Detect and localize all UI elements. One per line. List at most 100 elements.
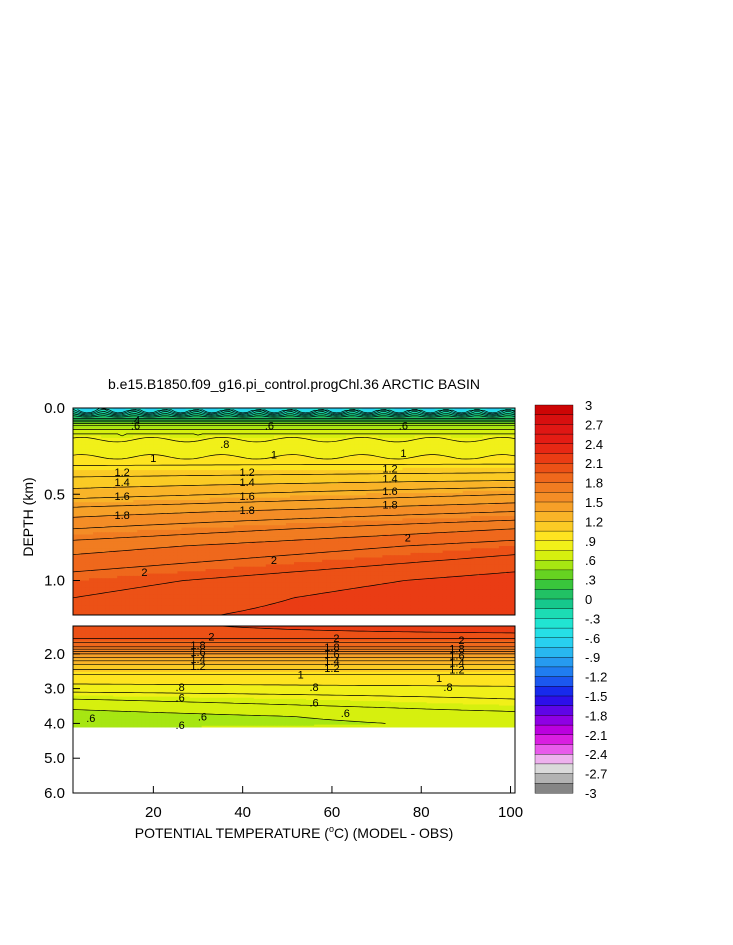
- heatmap-cell: [434, 483, 440, 487]
- heatmap-cell: [165, 419, 171, 423]
- heatmap-cell: [77, 477, 82, 480]
- heatmap-cell: [470, 410, 476, 414]
- heatmap-cell: [358, 493, 363, 496]
- heatmap-cell: [318, 419, 323, 423]
- heatmap-cell: [129, 431, 134, 434]
- heatmap-cell: [97, 440, 102, 444]
- heatmap-cell: [462, 506, 468, 510]
- heatmap-cell: [177, 465, 183, 469]
- heatmap-cell: [450, 472, 456, 476]
- heatmap-cell: [177, 483, 183, 487]
- heatmap-cell: [422, 444, 428, 448]
- heatmap-cell: [498, 497, 504, 501]
- heatmap-cell: [378, 490, 383, 494]
- heatmap-cell: [209, 506, 215, 510]
- heatmap-cell: [253, 470, 259, 473]
- heatmap-cell: [145, 433, 150, 437]
- heatmap-cell: [366, 493, 371, 496]
- heatmap-cell: [253, 511, 259, 515]
- heatmap-cell: [233, 495, 239, 499]
- heatmap-cell: [346, 419, 351, 423]
- heatmap-cell: [478, 437, 484, 441]
- heatmap-cell: [354, 454, 359, 457]
- heatmap-cell: [209, 460, 215, 464]
- heatmap-cell: [273, 426, 279, 430]
- heatmap-cell: [506, 474, 512, 478]
- heatmap-cell: [233, 483, 239, 487]
- heatmap-cell: [181, 458, 187, 462]
- heatmap-cell: [490, 481, 496, 485]
- heatmap-cell: [109, 511, 114, 515]
- heatmap-cell: [197, 410, 203, 414]
- heatmap-cell: [506, 500, 512, 503]
- heatmap-cell: [494, 502, 500, 506]
- heatmap-cell: [281, 419, 287, 423]
- heatmap-cell: [169, 495, 175, 499]
- heatmap-cell: [145, 460, 150, 464]
- heatmap-cell: [446, 497, 452, 501]
- heatmap-cell: [462, 451, 468, 455]
- heatmap-cell: [221, 440, 227, 444]
- heatmap-cell: [302, 488, 307, 492]
- heatmap-cell: [237, 497, 243, 501]
- heatmap-cell: [101, 460, 106, 464]
- heatmap-cell: [141, 433, 146, 437]
- heatmap-cell: [197, 506, 203, 510]
- heatmap-cell: [93, 497, 98, 501]
- heatmap-cell: [141, 431, 146, 434]
- heatmap-cell: [478, 497, 484, 501]
- heatmap-cell: [169, 481, 175, 485]
- heatmap-cell: [209, 479, 215, 483]
- heatmap-cell: [273, 444, 279, 448]
- heatmap-cell: [141, 456, 146, 460]
- heatmap-cell: [113, 509, 118, 513]
- heatmap-cell: [113, 470, 118, 473]
- heatmap-cell: [229, 408, 235, 411]
- heatmap-cell: [338, 500, 343, 503]
- heatmap-cell: [326, 433, 331, 437]
- heatmap-cell: [450, 444, 456, 448]
- heatmap-cell: [422, 472, 428, 476]
- heatmap-cell: [470, 442, 476, 446]
- heatmap-cell: [233, 440, 239, 444]
- heatmap-cell: [225, 449, 231, 453]
- heatmap-cell: [205, 486, 211, 490]
- heatmap-cell: [201, 431, 207, 434]
- heatmap-cell: [205, 408, 211, 411]
- heatmap-cell: [205, 467, 211, 471]
- heatmap-cell: [402, 456, 408, 460]
- heatmap-cell: [289, 495, 295, 499]
- heatmap-cell: [77, 465, 82, 469]
- heatmap-cell: [318, 456, 323, 460]
- heatmap-cell: [498, 412, 504, 416]
- heatmap-cell: [318, 502, 323, 506]
- heatmap-cell: [281, 456, 287, 460]
- heatmap-cell: [265, 486, 271, 490]
- heatmap-cell: [322, 444, 327, 448]
- heatmap-cell: [285, 504, 291, 508]
- heatmap-cell: [406, 490, 412, 494]
- heatmap-cell: [113, 428, 118, 432]
- heatmap-cell: [354, 435, 359, 439]
- heatmap-cell: [302, 414, 307, 418]
- heatmap-cell: [458, 414, 464, 418]
- heatmap-cell: [153, 511, 158, 515]
- heatmap-cell: [269, 467, 275, 471]
- heatmap-cell: [165, 428, 171, 432]
- heatmap-cell: [334, 431, 339, 434]
- heatmap-cell: [241, 497, 247, 501]
- heatmap-cell: [141, 470, 146, 473]
- heatmap-cell: [338, 470, 343, 473]
- heatmap-cell: [253, 506, 259, 510]
- heatmap-cell: [289, 497, 295, 501]
- heatmap-cell: [502, 472, 508, 476]
- heatmap-cell: [318, 486, 323, 490]
- heatmap-cell: [302, 460, 307, 464]
- heatmap-cell: [302, 442, 307, 446]
- heatmap-cell: [390, 470, 396, 473]
- heatmap-cell: [153, 444, 158, 448]
- heatmap-cell: [414, 493, 420, 496]
- heatmap-cell: [257, 497, 263, 501]
- heatmap-cell: [237, 488, 243, 492]
- heatmap-cell: [161, 437, 167, 441]
